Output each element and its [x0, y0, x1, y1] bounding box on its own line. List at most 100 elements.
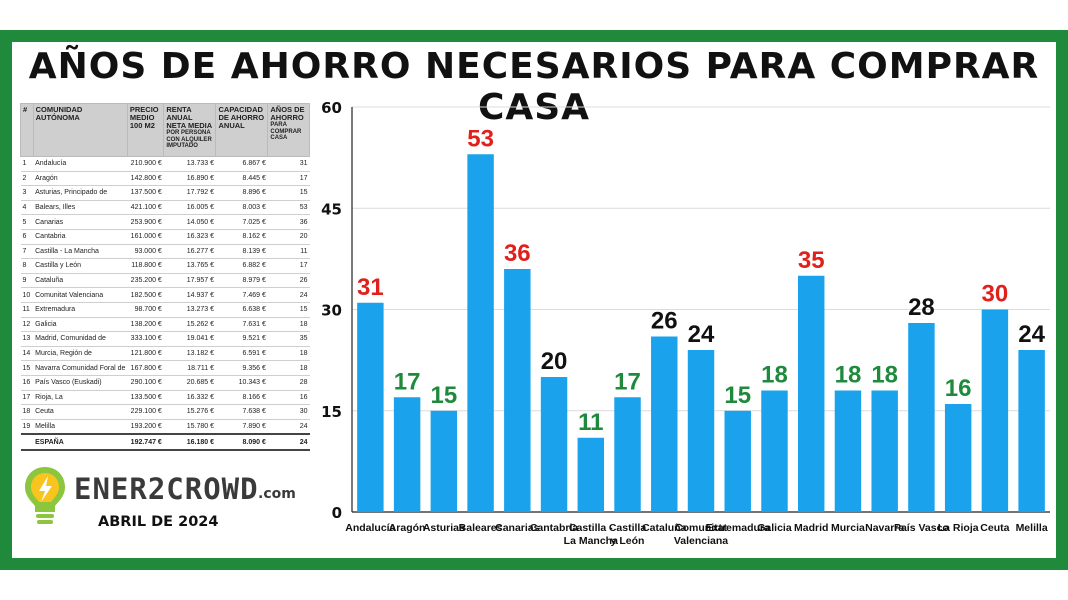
cell-years: 15: [267, 185, 310, 201]
cell-community: Comunitat Valenciana: [33, 287, 128, 303]
data-label: 11: [578, 409, 603, 436]
table-row: 8 Castilla y León 118.800 €13.765 €6.882 €…: [20, 258, 310, 274]
cell-income: 19.041 €: [163, 331, 216, 347]
table-row: 9 Cataluña 235.200 €17.957 €8.979 €26: [20, 273, 310, 289]
x-tick-label: Baleares: [459, 522, 503, 534]
data-label: 17: [614, 368, 641, 395]
cell-community: Extremadura: [33, 302, 128, 318]
cell-years: 53: [267, 200, 310, 216]
header-years-sub: PARA COMPRAR CASA: [270, 122, 302, 141]
cell-capacity: 7.631 €: [215, 317, 268, 333]
x-tick-label: Canarias: [495, 522, 540, 534]
cell-price: 121.800 €: [127, 346, 164, 362]
cell-price: 138.200 €: [127, 317, 164, 333]
cell-income: 14.050 €: [163, 214, 216, 230]
cell-capacity: 6.882 €: [215, 258, 268, 274]
cell-community: ESPAÑA: [33, 433, 128, 451]
x-tick-label: Madrid: [794, 522, 828, 534]
bar: [724, 410, 751, 512]
cell-years: 18: [267, 346, 310, 362]
cell-income: 17.957 €: [163, 273, 216, 289]
cell-income: 15.780 €: [163, 419, 216, 435]
cell-index: 19: [20, 419, 34, 435]
cell-price: 142.800 €: [127, 171, 164, 187]
cell-index: 6: [20, 229, 34, 245]
table-total-row: ESPAÑA 192.747 €16.180 €8.090 €24: [20, 433, 310, 451]
cell-capacity: 6.638 €: [215, 302, 268, 318]
cell-community: Aragón: [33, 171, 128, 187]
cell-income: 17.792 €: [163, 185, 216, 201]
data-table: # COMUNIDAD AUTÓNOMA PRECIO MEDIO 100 M2…: [20, 103, 310, 451]
cell-years: 24: [267, 419, 310, 435]
cell-income: 15.276 €: [163, 404, 216, 420]
lightbulb-icon: [25, 467, 65, 524]
cell-index: 1: [20, 156, 34, 172]
cell-income: 15.262 €: [163, 317, 216, 333]
cell-years: 15: [267, 302, 310, 318]
cell-years: 17: [267, 258, 310, 274]
cell-income: 14.937 €: [163, 287, 216, 303]
cell-capacity: 8.162 €: [215, 229, 268, 245]
x-tick-label: Castilla -: [569, 522, 613, 534]
cell-income: 16.323 €: [163, 229, 216, 245]
cell-index: 17: [20, 390, 34, 406]
table-row: 4 Balears, Illes 421.100 €16.005 €8.003 €5…: [20, 200, 310, 216]
cell-community: Murcia, Región de: [33, 346, 128, 362]
data-label: 53: [467, 125, 494, 152]
data-label: 24: [1018, 321, 1045, 348]
cell-years: 36: [267, 214, 310, 230]
cell-community: Balears, Illes: [33, 200, 128, 216]
cell-price: 93.000 €: [127, 244, 164, 260]
cell-community: Cantabria: [33, 229, 128, 245]
cell-index: 5: [20, 214, 34, 230]
cell-community: Melilla: [33, 419, 128, 435]
cell-years: 18: [267, 360, 310, 376]
bar: [504, 269, 531, 512]
x-tick-label: La Rioja: [938, 522, 979, 534]
cell-price: 182.500 €: [127, 287, 164, 303]
cell-index: [20, 433, 34, 451]
data-label: 18: [871, 362, 898, 389]
table-row: 11 Extremadura 98.700 €13.273 €6.638 €15: [20, 302, 310, 318]
cell-income: 16.005 €: [163, 200, 216, 216]
cell-index: 16: [20, 375, 34, 391]
table-row: 3 Asturias, Principado de 137.500 €17.792 …: [20, 185, 310, 201]
data-label: 16: [945, 375, 972, 402]
cell-price: 137.500 €: [127, 185, 164, 201]
data-label: 18: [835, 362, 862, 389]
cell-years: 11: [267, 244, 310, 260]
cell-years: 24: [267, 433, 310, 451]
table-row: 16 País Vasco (Euskadi) 290.100 €20.685 €1…: [20, 375, 310, 391]
cell-community: Cataluña: [33, 273, 128, 289]
y-tick-label: 45: [321, 200, 342, 218]
cell-capacity: 8.090 €: [215, 433, 268, 451]
cell-community: País Vasco (Euskadi): [33, 375, 128, 391]
bar: [871, 390, 898, 512]
cell-capacity: 6.591 €: [215, 346, 268, 362]
cell-capacity: 7.638 €: [215, 404, 268, 420]
cell-index: 14: [20, 346, 34, 362]
cell-years: 28: [267, 375, 310, 391]
cell-capacity: 8.139 €: [215, 244, 268, 260]
table-row: 14 Murcia, Región de 121.800 €13.182 €6.59…: [20, 346, 310, 362]
cell-years: 18: [267, 317, 310, 333]
cell-price: 161.000 €: [127, 229, 164, 245]
data-label: 24: [688, 321, 715, 348]
data-label: 15: [724, 382, 751, 409]
bar: [908, 323, 935, 512]
cell-community: Canarias: [33, 214, 128, 230]
cell-income: 16.332 €: [163, 390, 216, 406]
cell-index: 11: [20, 302, 34, 318]
cell-community: Galicia: [33, 317, 128, 333]
cell-index: 3: [20, 185, 34, 201]
data-label: 17: [394, 368, 421, 395]
report-date: ABRIL DE 2024: [98, 514, 219, 530]
bar: [687, 350, 715, 512]
table-row: 6 Cantabria 161.000 €16.323 €8.162 €20: [20, 229, 310, 245]
x-tick-label: Ceuta: [980, 522, 1009, 534]
x-tick-label: Navarra: [865, 522, 904, 534]
cell-years: 17: [267, 171, 310, 187]
brand-suffix: .com: [258, 486, 296, 502]
cell-community: Asturias, Principado de: [33, 185, 128, 201]
cell-price: 133.500 €: [127, 390, 164, 406]
